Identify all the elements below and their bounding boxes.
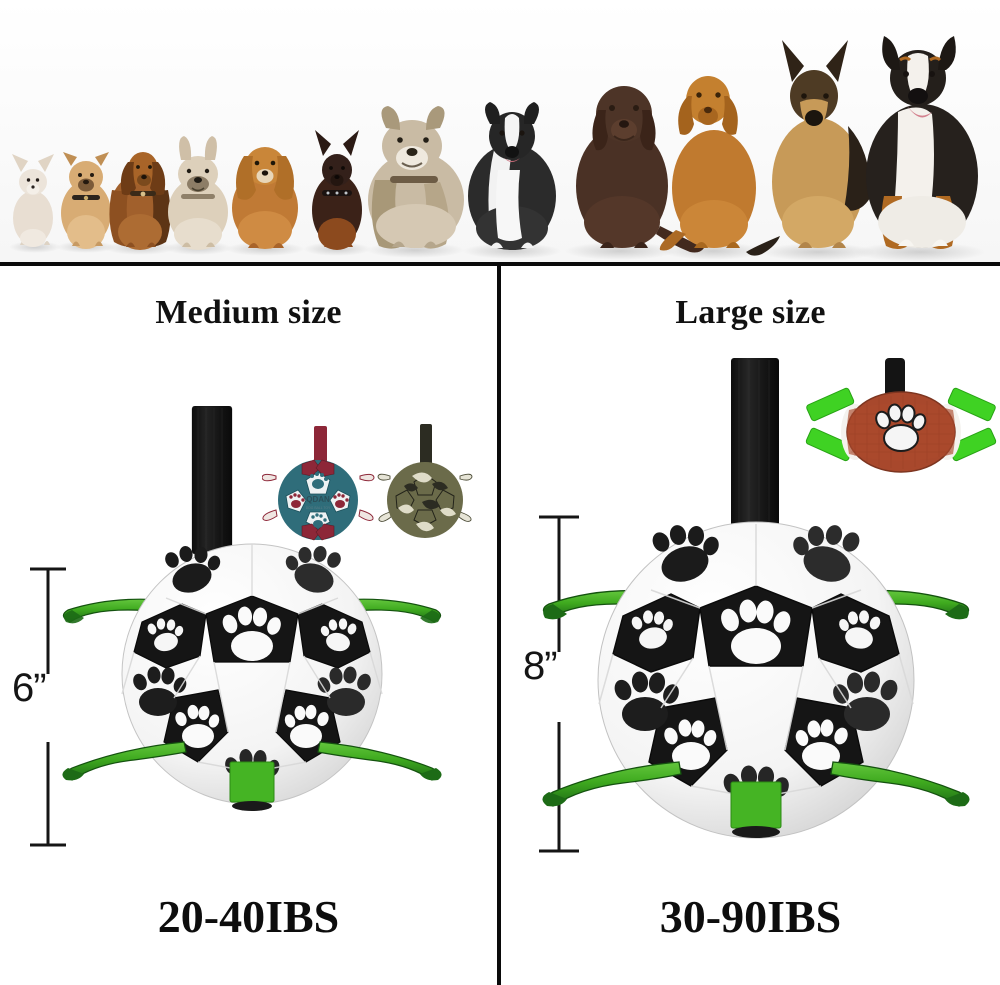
paw-print-black-upper-right bbox=[839, 610, 881, 649]
bottom-green-patch bbox=[730, 781, 782, 838]
panel-title-medium: Medium size bbox=[155, 294, 342, 331]
tug-strap-lower-right bbox=[317, 741, 442, 781]
paw-print-black-upper-left bbox=[631, 610, 673, 649]
weight-range-large: 30-90IBS bbox=[659, 891, 842, 942]
dog-long-haired-dachshund bbox=[109, 152, 171, 250]
inset-variants-large bbox=[801, 358, 1000, 478]
bottom-green-patch bbox=[229, 761, 275, 811]
dimension-marker-large: 8” bbox=[519, 514, 603, 854]
dimension-label-medium: 6” bbox=[12, 666, 47, 710]
dog-english-bulldog bbox=[368, 106, 464, 249]
dog-size-lineup bbox=[0, 0, 1000, 262]
inset-camouflage-paw-ball bbox=[377, 424, 473, 538]
weight-range-medium: 20-40IBS bbox=[157, 891, 340, 942]
dog-vizsla bbox=[659, 76, 756, 251]
inset-brand-text: QDAN bbox=[306, 495, 330, 504]
dog-french-bulldog bbox=[168, 136, 228, 250]
vertical-divider bbox=[497, 264, 501, 985]
tug-strap-lower-left bbox=[542, 761, 682, 807]
inset-brand-subtext: DOG BALL TOY bbox=[306, 506, 331, 510]
paw-print-white-upper-right bbox=[285, 546, 341, 593]
dimension-label-large: 8” bbox=[523, 644, 558, 688]
paw-print-white-upper-left bbox=[165, 546, 221, 593]
product-ball-medium bbox=[62, 405, 442, 826]
hanging-strap-black bbox=[191, 405, 233, 555]
dog-small-mixed-terrier bbox=[61, 152, 111, 249]
ball-seams bbox=[121, 544, 383, 773]
tug-strap-lower-left bbox=[62, 741, 187, 781]
paw-print-black-bottom-left bbox=[175, 704, 220, 748]
paw-print-white-mid-right bbox=[317, 666, 371, 716]
dog-german-shepherd bbox=[746, 40, 871, 256]
paw-print-black-center bbox=[721, 599, 791, 664]
dog-bernese-mountain-dog bbox=[866, 36, 978, 249]
paw-print-black-center bbox=[222, 606, 281, 661]
dog-cavalier-king-charles-spaniel bbox=[232, 147, 298, 249]
inset-variants-medium: QDAN DOG BALL TOY bbox=[261, 424, 474, 554]
panel-title-large: Large size bbox=[675, 294, 826, 331]
dog-chihuahua bbox=[12, 154, 54, 247]
tug-strap-lower-right bbox=[830, 761, 970, 807]
paw-print-black-bottom-left bbox=[664, 719, 717, 770]
product-ball-large bbox=[541, 358, 971, 858]
dog-miniature-pinscher bbox=[312, 130, 362, 250]
paw-print-white-mid-right bbox=[833, 671, 898, 731]
paw-print-black-upper-left bbox=[147, 618, 184, 652]
hanging-strap-black bbox=[731, 358, 779, 528]
paw-print-black-upper-right bbox=[320, 618, 357, 652]
panel-large-size: Large size bbox=[501, 266, 1000, 985]
inset-teal-burgundy-paw-ball: QDAN DOG BALL TOY bbox=[261, 426, 375, 541]
panel-medium-size: Medium size bbox=[0, 266, 497, 985]
dog-chocolate-labrador bbox=[576, 86, 704, 253]
dog-border-collie bbox=[468, 102, 556, 250]
paw-print-black-bottom-right bbox=[284, 704, 329, 748]
paw-print-black-bottom-right bbox=[795, 719, 848, 770]
inset-brown-football-paw-toy bbox=[805, 358, 997, 473]
paw-print-white-mid-left bbox=[133, 666, 187, 716]
dimension-marker-medium: 6” bbox=[8, 566, 86, 848]
paw-print-white-upper-right bbox=[793, 525, 860, 582]
paw-print-white-upper-left bbox=[652, 525, 719, 582]
